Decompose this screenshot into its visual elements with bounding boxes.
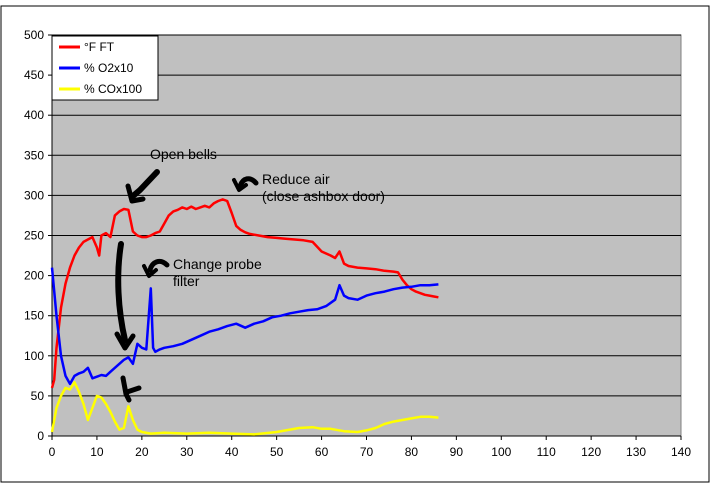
- x-tick-label-20: 20: [135, 445, 149, 459]
- y-tick-label-450: 450: [24, 68, 44, 82]
- y-tick-label-500: 500: [24, 28, 44, 42]
- x-tick-label-100: 100: [491, 445, 511, 459]
- series-line-1: [50, 267, 439, 386]
- legend: °F FT % O2x10 % COx100: [51, 35, 159, 101]
- y-tick-label-350: 350: [24, 148, 44, 162]
- x-axis-ticks: 0 10 20 30 40 50 60 70 80 90 100 110 120 130 140: [49, 436, 691, 459]
- x-tick-label-70: 70: [360, 445, 374, 459]
- x-tick-label-0: 0: [49, 445, 56, 459]
- annotation-reduce-air-line2: (close ashbox door): [262, 188, 385, 204]
- y-tick-label-200: 200: [24, 269, 44, 283]
- x-tick-label-40: 40: [225, 445, 239, 459]
- y-tick-label-150: 150: [24, 309, 44, 323]
- arrow-change-probe: [147, 258, 170, 273]
- legend-label-0: °F FT: [84, 40, 115, 54]
- series-line-2: [50, 381, 439, 436]
- y-tick-label-400: 400: [24, 108, 44, 122]
- y-tick-label-250: 250: [24, 229, 44, 243]
- series-group: [50, 198, 439, 436]
- annotation-change-probe-line2: filter: [173, 273, 200, 289]
- annotation-arrows: [114, 169, 259, 403]
- y-tick-label-0: 0: [37, 429, 44, 443]
- y-tick-label-300: 300: [24, 188, 44, 202]
- x-tick-label-80: 80: [405, 445, 419, 459]
- arrow-long-down: [115, 241, 128, 343]
- y-axis-ticks: 0 50 100 150 200 250 300 350 400 450 500: [24, 28, 52, 443]
- annotation-open-bells: Open bells: [150, 146, 217, 162]
- legend-label-1: % O2x10: [84, 61, 134, 75]
- arrow-reduce-air: [237, 176, 259, 189]
- y-tick-label-100: 100: [24, 349, 44, 363]
- x-tick-label-10: 10: [90, 445, 104, 459]
- grid-lines: [52, 34, 681, 397]
- arrow-small-down: [124, 385, 142, 395]
- x-tick-label-50: 50: [270, 445, 284, 459]
- x-tick-label-140: 140: [671, 445, 691, 459]
- x-tick-label-60: 60: [315, 445, 329, 459]
- arrow-reduce-air-head: [232, 178, 248, 192]
- arrow-small-down-head: [120, 375, 132, 403]
- arrow-long-down-head: [114, 331, 136, 351]
- x-tick-label-90: 90: [450, 445, 464, 459]
- x-tick-label-30: 30: [180, 445, 194, 459]
- legend-label-2: % COx100: [84, 82, 142, 96]
- arrow-open-bells: [130, 169, 160, 199]
- annotation-change-probe-line1: Change probe: [173, 256, 262, 272]
- x-tick-label-130: 130: [626, 445, 646, 459]
- series-line-0: [50, 198, 439, 389]
- y-tick-label-50: 50: [31, 389, 45, 403]
- x-tick-label-120: 120: [581, 445, 601, 459]
- arrow-open-bells-head: [125, 183, 146, 204]
- arrow-change-probe-head: [142, 264, 158, 278]
- x-tick-label-110: 110: [537, 445, 556, 459]
- annotation-reduce-air-line1: Reduce air: [262, 171, 330, 187]
